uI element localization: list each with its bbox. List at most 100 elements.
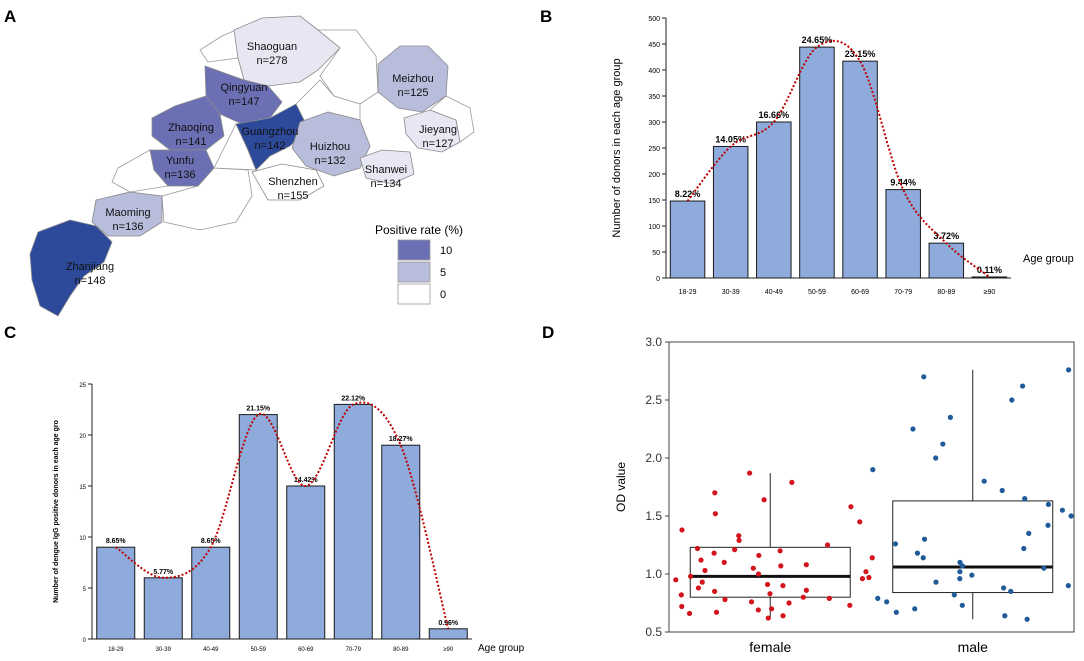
data-point	[892, 541, 899, 547]
y-tick-label: 5	[83, 587, 87, 593]
box	[689, 546, 851, 598]
map-region	[233, 15, 341, 87]
x-tick-label: 30-39	[156, 647, 172, 653]
box	[892, 500, 1054, 594]
y-tick-label: 3.0	[645, 335, 662, 349]
data-point	[857, 519, 863, 525]
bar-value-label: 18.27%	[389, 436, 414, 443]
data-point	[736, 537, 742, 543]
y-tick-label: 10	[79, 536, 86, 542]
city-count: n=148	[75, 275, 106, 287]
data-point	[750, 565, 756, 571]
bar-value-label: 0.96%	[438, 620, 459, 627]
data-point	[826, 595, 832, 601]
data-point	[736, 533, 742, 539]
city-name: Zhaoqing	[168, 122, 214, 134]
map-labels: Shaoguan n=278 Qingyuan n=147 Meizhou n=125 Zh…	[66, 41, 457, 287]
data-point	[921, 536, 928, 542]
plot-frame	[668, 341, 1075, 633]
y-tick-label: 350	[648, 94, 660, 101]
data-point	[765, 615, 771, 621]
data-point	[1008, 588, 1014, 594]
data-point	[699, 579, 705, 585]
data-point	[920, 555, 926, 561]
data-point	[767, 591, 773, 597]
data-point	[712, 511, 718, 517]
data-point	[721, 559, 727, 565]
bar	[428, 628, 468, 640]
x-tick-label: 18-29	[679, 289, 697, 296]
map-region-blank	[199, 29, 239, 63]
city-count: n=278	[257, 55, 288, 67]
panel-c-chart: C 0 5 10 15 20 25 8.65% 18-29 5.77% 30-39 8.65% 40-…	[4, 323, 525, 654]
y-tick-label: 2.5	[645, 393, 662, 407]
y-tick-label: 400	[648, 68, 660, 75]
panel-d-letter: D	[542, 323, 554, 342]
data-point	[870, 467, 876, 473]
data-point	[910, 426, 916, 432]
map-region	[91, 191, 163, 237]
bar	[842, 60, 878, 279]
city-count: n=155	[278, 190, 309, 202]
data-point	[778, 563, 784, 569]
data-point	[884, 599, 890, 605]
y-tick-label: 100	[648, 224, 660, 231]
data-point	[940, 441, 946, 447]
data-point	[1041, 565, 1047, 571]
data-point	[786, 600, 792, 606]
map-region	[291, 111, 371, 177]
data-point	[1059, 507, 1065, 513]
map-legend: Positive rate (%) 10 5 0	[375, 223, 463, 305]
legend-label: 10	[440, 245, 452, 257]
bar-value-label: 8.65%	[201, 538, 222, 545]
data-point	[756, 552, 762, 559]
y-axis-label: Number of dengue IgG positive donors in …	[53, 420, 60, 603]
data-point	[914, 550, 921, 556]
bar-value-label: 16.66%	[759, 110, 790, 120]
data-point	[933, 579, 939, 585]
data-point	[824, 542, 831, 548]
data-point	[712, 490, 718, 496]
city-name: Shaoguan	[247, 41, 297, 53]
city-count: n=147	[229, 96, 260, 108]
data-point	[761, 497, 767, 503]
legend-swatch	[397, 283, 431, 305]
data-point	[722, 596, 728, 603]
bar	[799, 46, 835, 279]
data-point	[803, 562, 809, 568]
x-tick-label: 70-79	[894, 289, 912, 296]
x-axis-label: Age group	[478, 643, 525, 654]
data-point	[1021, 545, 1027, 552]
city-name: Guangzhou	[242, 126, 299, 138]
data-point	[859, 576, 866, 582]
y-tick-label: 20	[79, 434, 86, 440]
x-tick-label: 80-89	[937, 289, 955, 296]
city-count: n=132	[315, 155, 346, 167]
y-tick-label: 150	[648, 198, 660, 205]
data-point	[1045, 501, 1052, 507]
bar-value-label: 8.22%	[675, 189, 701, 199]
data-point	[866, 574, 872, 581]
y-tick-label: 200	[648, 172, 660, 179]
map-region	[29, 219, 113, 317]
data-point	[999, 487, 1005, 494]
data-point	[912, 606, 918, 612]
y-tick-label: 300	[648, 120, 660, 127]
data-point	[694, 545, 701, 552]
city-name: Jieyang	[419, 124, 457, 136]
data-point	[893, 609, 899, 615]
data-point	[777, 548, 783, 554]
data-point	[1066, 367, 1072, 373]
data-point	[981, 478, 987, 484]
data-point	[1068, 513, 1074, 519]
data-point	[732, 547, 738, 553]
data-point	[686, 610, 693, 617]
bar	[238, 414, 278, 640]
data-point	[863, 569, 869, 575]
map-region	[359, 149, 415, 185]
data-point	[1045, 522, 1051, 528]
bar	[333, 403, 373, 640]
data-point	[1022, 496, 1028, 502]
bar	[381, 444, 421, 640]
y-tick-label: 500	[648, 16, 660, 23]
